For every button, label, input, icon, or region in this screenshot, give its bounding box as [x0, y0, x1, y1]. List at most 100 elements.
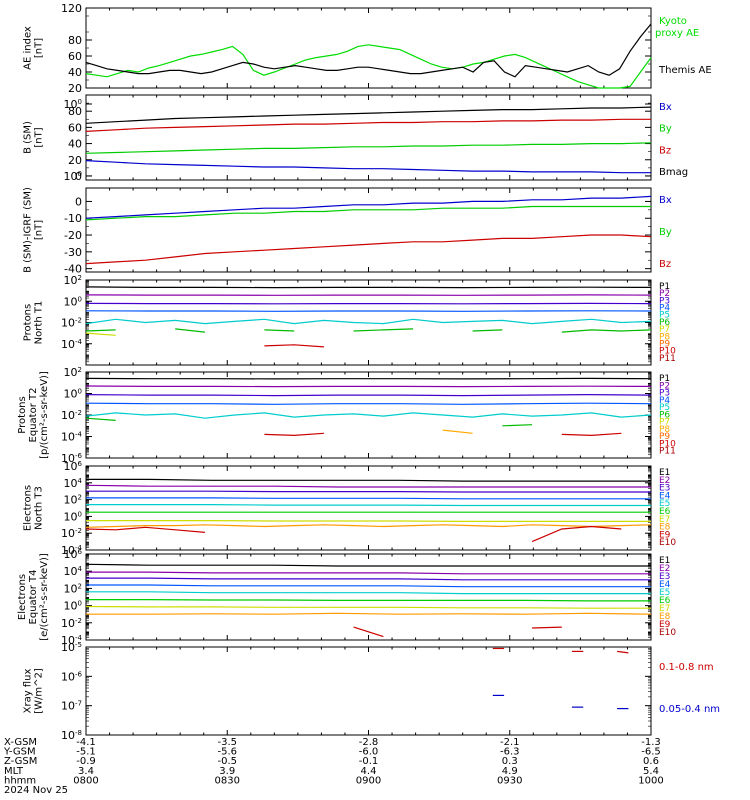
footer-value: 0830	[215, 775, 240, 786]
y-tick-label: 10-2	[61, 527, 82, 540]
series-e4-line	[86, 584, 651, 588]
legend-entry: P9	[659, 432, 670, 442]
series-kyoto-proxy-ae-line	[85, 44, 652, 89]
legend-entry: P7	[659, 325, 670, 335]
panel-frame-5	[85, 465, 652, 551]
footer-value: -2.8	[359, 737, 379, 748]
series-themis-ae-line	[85, 23, 652, 78]
y-axis-label: Electrons	[23, 485, 34, 531]
legend-entry: E4	[659, 491, 671, 501]
legend-entry: E7	[659, 604, 670, 614]
legend-entry: P10	[659, 439, 676, 449]
panel-frame-6	[85, 553, 652, 641]
y-tick-label: 102	[64, 366, 82, 379]
y-axis-label: [W/m^2]	[34, 668, 45, 714]
footer-value: -6.3	[500, 747, 520, 758]
footer-value: 0.6	[643, 756, 659, 767]
y-axis-label: [nT]	[34, 127, 45, 147]
legend-entry: proxy AE	[655, 28, 699, 39]
footer-value: -2.1	[500, 737, 520, 748]
legend-entry: E10	[659, 628, 676, 638]
footer-value: 1000	[638, 775, 663, 786]
y-axis-label: B (SM)-IGRF (SM)	[23, 187, 34, 273]
y-tick-label: -30	[64, 246, 82, 259]
legend-entry: E7	[659, 515, 670, 525]
y-tick-label: 10-4	[61, 338, 83, 351]
footer-value: -0.9	[76, 756, 96, 767]
legend-entry: P5	[659, 403, 670, 413]
y-tick-label: 102	[64, 582, 82, 595]
series-e5-line	[86, 591, 651, 595]
legend-entry: P5	[659, 311, 670, 321]
y-tick-label: 10-6	[61, 452, 83, 465]
series-p4-line	[85, 310, 652, 312]
y-tick-label: 10-2	[61, 317, 82, 330]
y-axis-label: [nT]	[34, 220, 45, 240]
y-tick-label: 10-4	[61, 544, 83, 557]
legend-entry: P1	[659, 282, 670, 292]
legend-entry: 0.05-0.4 nm	[659, 704, 720, 715]
series-p10-line	[264, 344, 324, 348]
y-tick-label: 10-4	[61, 431, 83, 444]
y-tick-label: 120	[61, 2, 82, 15]
y-tick-label: 100	[64, 170, 82, 183]
y-axis-label: Equator T2	[28, 388, 39, 443]
footer-label: 2024 Nov 25	[4, 785, 68, 796]
legend-entry: Bx	[659, 195, 672, 206]
series-e4-line	[86, 497, 651, 500]
footer-value: 3.4	[78, 766, 94, 777]
series-e7-line	[86, 520, 651, 522]
series-p10-line	[264, 432, 622, 437]
footer-value: -3.5	[217, 737, 237, 748]
footer-label: hhmm	[4, 775, 36, 786]
legend-entry: P1	[659, 374, 670, 384]
footer-value: -4.1	[76, 737, 96, 748]
y-tick-label: 10-2	[61, 617, 82, 630]
legend-entry: E9	[659, 530, 671, 540]
y-axis-label: [e/(cm²-s-sr-keV)]	[39, 553, 50, 641]
legend-entry: P7	[659, 418, 670, 428]
y-tick-label: 40	[68, 66, 82, 79]
series-p5-line	[85, 412, 652, 419]
series-e7-line	[85, 605, 651, 609]
legend-entry: P10	[659, 347, 676, 357]
legend-entry: E2	[659, 476, 670, 486]
y-tick-label: 10-7	[61, 700, 82, 713]
y-tick-label: 0	[75, 195, 82, 208]
legend-entry: E3	[659, 572, 670, 582]
series-p6-line	[85, 328, 652, 333]
footer-value: 4.9	[502, 766, 518, 777]
y-tick-label: 80	[68, 105, 82, 118]
series-p5-line	[85, 318, 652, 325]
y-axis-label: Protons	[17, 396, 28, 433]
y-tick-label: 102	[64, 494, 82, 507]
legend-entry: E10	[659, 538, 676, 548]
legend-entry: E5	[659, 588, 670, 598]
y-tick-label: 80	[68, 34, 82, 47]
series-e8-line	[86, 612, 652, 615]
y-tick-label: 100	[64, 388, 82, 401]
y-axis-label: Equator T4	[28, 570, 39, 625]
y-tick-label: 10-2	[61, 409, 82, 422]
y-axis-label: Xray flux	[23, 669, 34, 714]
y-tick-label: 10-4	[61, 634, 83, 647]
panel-frame-1	[85, 94, 652, 181]
series-p6-line	[85, 417, 533, 427]
legend-entry: 0.1-0.8 nm	[659, 662, 714, 673]
legend-entry: P6	[659, 318, 670, 328]
panel-frame-7	[85, 646, 652, 736]
legend-entry: P3	[659, 296, 670, 306]
series-by-line	[85, 142, 652, 154]
series-bx-line	[85, 160, 651, 174]
y-tick-label: 0	[75, 170, 82, 183]
series-p2-line	[85, 385, 652, 388]
footer-value: -0.5	[217, 756, 237, 767]
y-tick-label: 20	[68, 82, 82, 95]
legend-entry: E1	[659, 556, 670, 566]
series-p1-line	[85, 286, 652, 289]
y-tick-label: 10-5	[61, 641, 82, 654]
footer-value: -5.6	[217, 747, 237, 758]
series-bz-line	[85, 234, 652, 265]
